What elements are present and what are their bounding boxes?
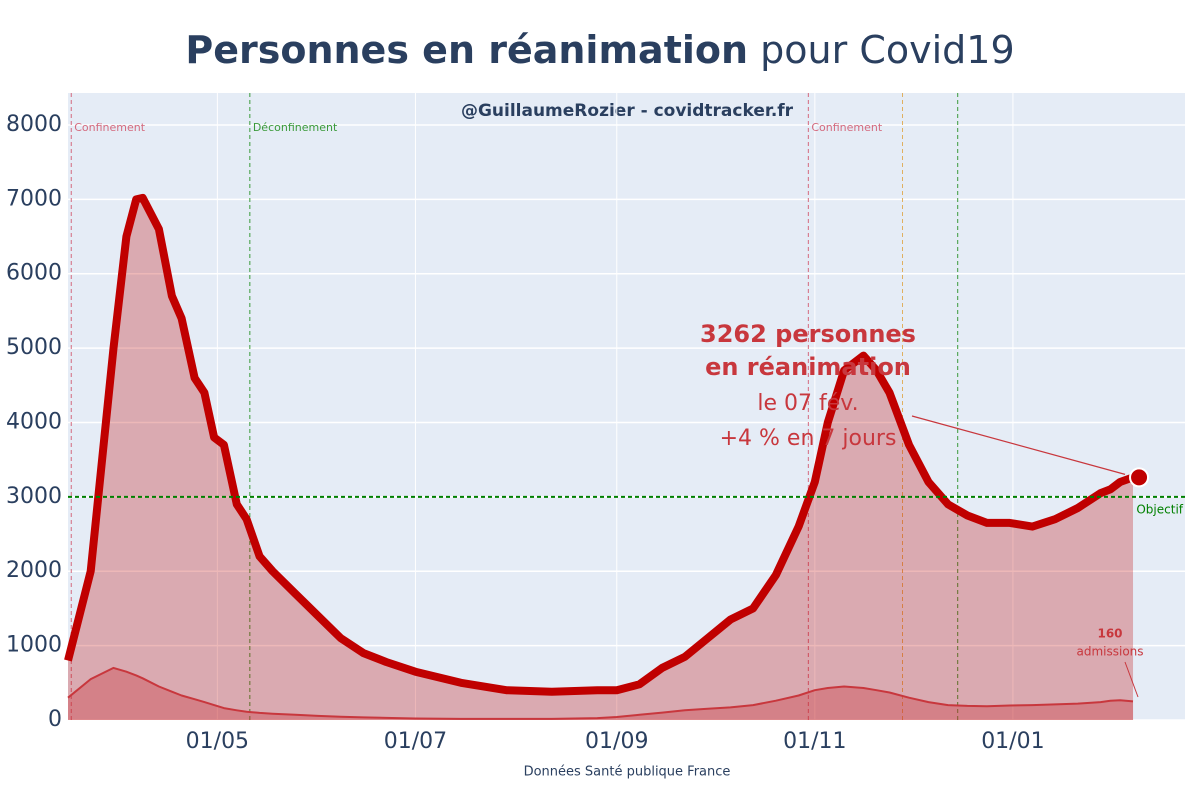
x-tick-label: 01/01	[981, 729, 1044, 754]
chart-subtitle: @GuillaumeRozier - covidtracker.fr	[461, 101, 794, 121]
annotation-arrow	[911, 415, 1126, 475]
annotation: 3262 personnes	[700, 320, 916, 348]
y-tick-label: 8000	[6, 112, 62, 137]
annotation: +4 % en 7 jours	[720, 426, 897, 451]
annotation: le 07 fév.	[757, 391, 858, 416]
admissions-label: admissions	[1076, 645, 1143, 659]
x-tick-label: 01/11	[783, 729, 846, 754]
title-rest: pour Covid19	[760, 28, 1015, 72]
chart-title: Personnes en réanimation pour Covid19	[0, 28, 1200, 72]
y-tick-label: 4000	[6, 409, 62, 434]
annotation: en réanimation	[705, 353, 911, 381]
y-tick-label: 3000	[6, 484, 62, 509]
source: Données Santé publique France	[524, 765, 731, 780]
series-line	[67, 666, 1134, 720]
plot-background	[68, 93, 1185, 720]
last-point	[1129, 467, 1150, 488]
event-label: Confinement	[74, 121, 146, 134]
title-bold: Personnes en réanimation	[185, 28, 749, 72]
y-tick-label: 7000	[6, 186, 62, 211]
objective-label: Objectif	[1136, 502, 1183, 516]
event-label: Confinement	[811, 121, 883, 134]
series-area	[68, 667, 1134, 720]
admissions-value: 160	[1097, 627, 1122, 641]
x-tick-label: 01/09	[585, 729, 648, 754]
series-area	[68, 197, 1134, 720]
y-tick-label: 1000	[6, 633, 62, 658]
y-tick-label: 6000	[6, 261, 62, 286]
admissions-arrow	[1124, 661, 1139, 698]
y-tick-label: 0	[48, 707, 62, 732]
y-tick-label: 2000	[6, 558, 62, 583]
x-tick-label: 01/05	[186, 729, 249, 754]
y-tick-label: 5000	[6, 335, 62, 360]
series-line	[64, 193, 1135, 696]
x-tick-label: 01/07	[384, 729, 447, 754]
event-label: Déconfinement	[253, 121, 338, 134]
